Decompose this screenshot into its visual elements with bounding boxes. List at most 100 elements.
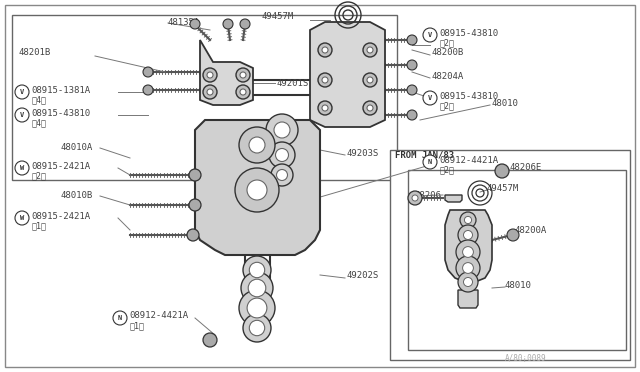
- Text: 。2〃: 。2〃: [440, 102, 455, 110]
- Text: W: W: [20, 215, 24, 221]
- Circle shape: [275, 148, 289, 161]
- Circle shape: [318, 43, 332, 57]
- Circle shape: [423, 28, 437, 42]
- Text: 。4〃: 。4〃: [32, 96, 47, 105]
- Circle shape: [243, 314, 271, 342]
- Circle shape: [460, 212, 476, 228]
- Text: 08915-1381A: 08915-1381A: [31, 86, 90, 94]
- Circle shape: [463, 278, 472, 286]
- Text: 。2〃: 。2〃: [32, 171, 47, 180]
- Circle shape: [463, 263, 474, 273]
- Circle shape: [250, 262, 265, 278]
- Circle shape: [463, 231, 472, 240]
- Text: 49201S: 49201S: [277, 78, 309, 87]
- Text: 48135A: 48135A: [168, 17, 200, 26]
- Circle shape: [239, 127, 275, 163]
- Text: 08915-2421A: 08915-2421A: [31, 212, 90, 221]
- Circle shape: [458, 225, 478, 245]
- Circle shape: [236, 85, 250, 99]
- Circle shape: [367, 77, 373, 83]
- Text: 。1〃: 。1〃: [32, 221, 47, 231]
- Circle shape: [239, 290, 275, 326]
- Text: 48206E: 48206E: [510, 163, 542, 171]
- Text: 48010A: 48010A: [60, 142, 92, 151]
- Circle shape: [266, 114, 298, 146]
- Circle shape: [189, 169, 201, 181]
- Circle shape: [363, 73, 377, 87]
- Bar: [390, 150, 630, 360]
- Text: 48200A: 48200A: [515, 225, 547, 234]
- Circle shape: [367, 47, 373, 53]
- Circle shape: [250, 320, 265, 336]
- Polygon shape: [200, 40, 253, 105]
- Text: 48201B: 48201B: [18, 48, 51, 57]
- Text: 48010B: 48010B: [60, 190, 92, 199]
- Circle shape: [458, 272, 478, 292]
- Circle shape: [407, 60, 417, 70]
- Circle shape: [207, 72, 213, 78]
- Circle shape: [363, 43, 377, 57]
- Circle shape: [113, 311, 127, 325]
- Circle shape: [249, 137, 265, 153]
- Text: N: N: [428, 159, 432, 165]
- Circle shape: [456, 256, 480, 280]
- Circle shape: [507, 229, 519, 241]
- Text: 48206: 48206: [415, 190, 442, 199]
- Circle shape: [274, 122, 290, 138]
- Circle shape: [271, 164, 293, 186]
- Circle shape: [190, 19, 200, 29]
- Polygon shape: [195, 120, 320, 255]
- Circle shape: [143, 67, 153, 77]
- Text: N: N: [118, 315, 122, 321]
- Text: 48010: 48010: [505, 280, 532, 289]
- Circle shape: [203, 333, 217, 347]
- Circle shape: [463, 247, 474, 257]
- Circle shape: [423, 155, 437, 169]
- Text: V: V: [428, 95, 432, 101]
- Text: 48204A: 48204A: [432, 71, 464, 80]
- Text: W: W: [20, 165, 24, 171]
- Text: V: V: [428, 32, 432, 38]
- Circle shape: [407, 110, 417, 120]
- Circle shape: [15, 85, 29, 99]
- Polygon shape: [458, 290, 478, 308]
- Text: 08915-43810: 08915-43810: [439, 29, 498, 38]
- Circle shape: [465, 217, 472, 224]
- Circle shape: [412, 195, 418, 201]
- Circle shape: [247, 180, 267, 200]
- Circle shape: [240, 89, 246, 95]
- Circle shape: [269, 142, 295, 168]
- Circle shape: [456, 240, 480, 264]
- Text: V: V: [20, 89, 24, 95]
- Text: V: V: [20, 112, 24, 118]
- Text: A/80¡0089: A/80¡0089: [505, 353, 547, 362]
- Circle shape: [248, 279, 266, 297]
- Bar: [408, 170, 626, 350]
- Circle shape: [207, 89, 213, 95]
- Circle shape: [203, 85, 217, 99]
- Text: 08915-2421A: 08915-2421A: [31, 161, 90, 170]
- Text: 08915-43810: 08915-43810: [31, 109, 90, 118]
- Circle shape: [223, 19, 233, 29]
- Circle shape: [363, 101, 377, 115]
- Circle shape: [243, 256, 271, 284]
- Circle shape: [236, 68, 250, 82]
- Text: 。2〃: 。2〃: [440, 166, 455, 174]
- Text: 08912-4421A: 08912-4421A: [129, 311, 188, 321]
- Circle shape: [240, 19, 250, 29]
- Circle shape: [322, 105, 328, 111]
- Circle shape: [240, 72, 246, 78]
- Circle shape: [495, 164, 509, 178]
- Circle shape: [247, 298, 267, 318]
- Text: 49202S: 49202S: [347, 272, 380, 280]
- Text: FROM JAN/83: FROM JAN/83: [395, 151, 454, 160]
- Circle shape: [322, 47, 328, 53]
- Text: 。2〃: 。2〃: [440, 38, 455, 48]
- Text: 48200B: 48200B: [432, 48, 464, 57]
- Text: 08912-4421A: 08912-4421A: [439, 155, 498, 164]
- Text: 。1〃: 。1〃: [130, 321, 145, 330]
- Text: 48010: 48010: [492, 99, 519, 108]
- Circle shape: [15, 108, 29, 122]
- Circle shape: [189, 199, 201, 211]
- Circle shape: [407, 85, 417, 95]
